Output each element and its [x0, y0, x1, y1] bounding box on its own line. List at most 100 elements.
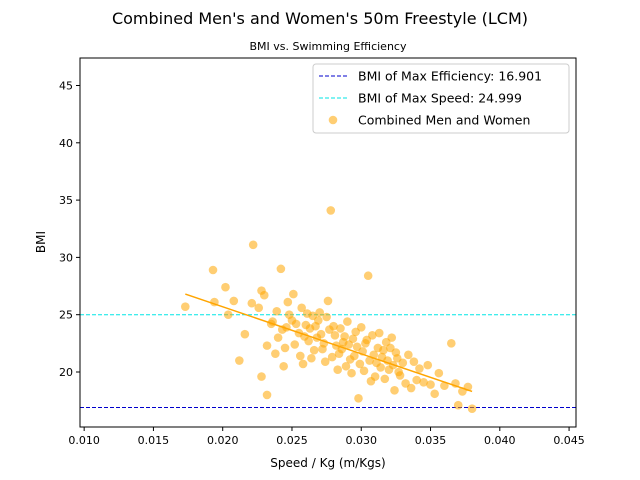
- scatter-point: [355, 359, 365, 369]
- scatter-point: [272, 306, 282, 316]
- scatter-point: [380, 374, 390, 384]
- scatter-point: [406, 383, 416, 393]
- scatter-point: [315, 308, 324, 317]
- scatter-point: [276, 264, 286, 274]
- plot-area: [80, 206, 576, 413]
- scatter-point: [248, 240, 258, 250]
- scatter-point: [390, 386, 399, 395]
- scatter-point: [394, 367, 403, 377]
- scatter-point: [257, 372, 266, 381]
- scatter-point: [340, 332, 349, 341]
- x-tick-label: 0.020: [207, 434, 239, 447]
- scatter-point: [333, 365, 342, 375]
- legend-swatch-marker: [328, 115, 338, 125]
- scatter-point: [307, 353, 316, 363]
- scatter-point: [374, 328, 384, 338]
- scatter-point: [180, 302, 190, 311]
- scatter-point: [330, 331, 340, 340]
- chart-title: Combined Men's and Women's 50m Freestyle…: [112, 9, 528, 28]
- y-tick-label: 40: [59, 137, 73, 150]
- x-axis-label: Speed / Kg (m/Kgs): [270, 456, 385, 470]
- scatter-point: [372, 358, 381, 368]
- scatter-point: [359, 366, 369, 376]
- scatter-point: [412, 375, 421, 385]
- scatter-point: [280, 343, 290, 353]
- trend-line: [185, 293, 473, 393]
- scatter-point: [343, 317, 352, 326]
- scatter-point: [323, 296, 333, 306]
- legend-label: Combined Men and Women: [358, 113, 530, 128]
- scatter-point: [271, 349, 280, 358]
- scatter-point: [426, 380, 435, 389]
- y-tick-label: 20: [59, 366, 73, 379]
- x-tick-label: 0.030: [346, 434, 378, 447]
- scatter-point: [298, 359, 308, 369]
- scatter-point: [387, 333, 397, 342]
- x-tick-label: 0.040: [484, 434, 516, 447]
- scatter-point: [326, 206, 336, 215]
- scatter-point: [262, 390, 272, 400]
- y-tick-label: 35: [59, 194, 73, 207]
- scatter-point: [262, 341, 272, 350]
- scatter-point: [430, 389, 439, 399]
- scatter-point: [366, 376, 376, 386]
- scatter-point: [254, 303, 264, 313]
- scatter-point: [297, 303, 306, 313]
- scatter-point: [363, 271, 373, 281]
- scatter-point: [440, 381, 449, 391]
- scatter-point: [415, 364, 424, 373]
- scatter-point: [259, 290, 269, 300]
- scatter-point: [344, 340, 354, 349]
- y-tick-label: 45: [59, 80, 73, 93]
- scatter-point: [279, 361, 288, 371]
- x-tick-label: 0.010: [68, 434, 100, 447]
- scatter-point: [352, 342, 362, 352]
- scatter-point: [350, 351, 359, 361]
- scatter-point: [235, 356, 244, 365]
- scatter-point: [316, 329, 326, 339]
- y-axis-label: BMI: [34, 231, 48, 253]
- y-tick-label: 30: [59, 251, 73, 264]
- scatter-point: [327, 352, 337, 362]
- scatter-point: [311, 321, 320, 331]
- scatter-point: [208, 265, 218, 275]
- scatter-point: [291, 319, 301, 329]
- scatter-point: [379, 345, 388, 355]
- axes-frame: [79, 57, 577, 428]
- scatter-point: [295, 351, 305, 361]
- scatter-point: [398, 358, 408, 368]
- chart-subtitle: BMI vs. Swimming Efficiency: [250, 40, 407, 53]
- scatter-point: [347, 368, 356, 378]
- scatter-point: [434, 368, 444, 378]
- x-tick-label: 0.025: [276, 434, 308, 447]
- scatter-point: [341, 361, 351, 371]
- scatter-point: [356, 323, 366, 332]
- scatter-point: [447, 339, 456, 348]
- scatter-point: [221, 282, 230, 292]
- scatter-point: [320, 357, 330, 366]
- scatter-point: [404, 350, 413, 360]
- legend-label: BMI of Max Speed: 24.999: [358, 91, 522, 106]
- scatter-point: [290, 340, 300, 349]
- scatter-point: [289, 289, 298, 299]
- scatter-point: [309, 345, 319, 355]
- scatter-point: [467, 404, 477, 413]
- scatter-point: [322, 312, 331, 322]
- scatter-point: [223, 310, 233, 319]
- scatter-point: [240, 329, 250, 339]
- y-tick-label: 25: [59, 309, 73, 322]
- y-axis: 20 25 30 35 40 45: [59, 80, 80, 379]
- scatter-point: [362, 335, 372, 345]
- scatter-point: [325, 325, 334, 334]
- scatter-point: [419, 378, 428, 387]
- scatter-point: [336, 324, 345, 333]
- legend-label: BMI of Max Efficiency: 16.901: [358, 69, 542, 84]
- scatter-point: [273, 333, 283, 342]
- scatter-point: [229, 296, 239, 306]
- scatter-point: [423, 360, 433, 370]
- x-axis: 0.010 0.015 0.020 0.025 0.030 0.035 0.040 0.045: [68, 427, 585, 447]
- legend: BMI of Max Efficiency: 16.901 BMI of Max …: [312, 63, 570, 134]
- scatter-point: [283, 297, 293, 307]
- scatter-point: [409, 357, 419, 366]
